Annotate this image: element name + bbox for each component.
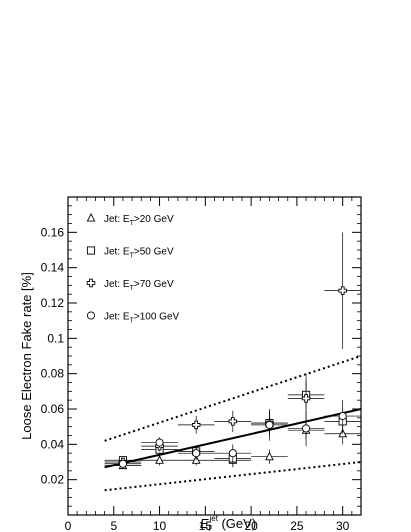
fit-line bbox=[104, 408, 362, 469]
fit-lines bbox=[104, 355, 362, 492]
circle-marker bbox=[155, 438, 164, 447]
plot-frame bbox=[67, 196, 362, 516]
legend-label-suffix: >100 GeV bbox=[134, 312, 180, 323]
y-tick-label: 0.08 bbox=[41, 367, 65, 381]
legend-label: Jet: ET>70 GeV bbox=[104, 279, 174, 292]
cross-marker bbox=[191, 420, 201, 430]
data-points bbox=[104, 232, 361, 470]
y-axis-title: Loose Electron Fake rate [%] bbox=[19, 272, 34, 440]
legend-label-sub: T bbox=[130, 220, 135, 227]
legend-item: Jet: ET>20 GeV bbox=[86, 212, 174, 227]
data-point bbox=[251, 409, 288, 441]
data-point bbox=[104, 459, 142, 468]
x-tick-label: 0 bbox=[65, 519, 72, 532]
y-tick-label: 0.06 bbox=[41, 402, 65, 416]
x-tick-label: 15 bbox=[199, 519, 213, 532]
band-line bbox=[104, 355, 362, 442]
tick-labels: 0 5 10 15 20 25 30 0.02 0.04 0.06 0.08 0.1 0.12 0.14 0… bbox=[41, 225, 350, 532]
legend-label-suffix: >70 GeV bbox=[134, 279, 174, 290]
legend-item: Jet: ET>70 GeV bbox=[86, 278, 174, 292]
circle-marker bbox=[228, 449, 237, 458]
legend-label-prefix: Jet: E bbox=[104, 247, 130, 258]
data-point bbox=[214, 410, 252, 432]
x-axis-title-sub: T bbox=[207, 524, 212, 532]
legend-label: Jet: ET>20 GeV bbox=[104, 214, 174, 227]
circle-marker bbox=[302, 424, 311, 433]
triangle-marker bbox=[265, 451, 274, 461]
data-point bbox=[177, 416, 215, 434]
data-point bbox=[141, 454, 178, 466]
data-point bbox=[141, 437, 178, 448]
triangle-marker bbox=[155, 455, 164, 464]
data-point bbox=[324, 232, 361, 349]
y-tick-label: 0.02 bbox=[41, 473, 65, 487]
y-tick-label: 0.1 bbox=[47, 331, 64, 345]
y-tick-label: 0.14 bbox=[41, 261, 65, 275]
x-tick-label: 10 bbox=[153, 519, 167, 532]
legend-label-suffix: >50 GeV bbox=[134, 247, 174, 258]
legend-label-prefix: Jet: E bbox=[104, 279, 130, 290]
data-point bbox=[324, 400, 361, 432]
data-point bbox=[251, 449, 288, 464]
legend-item: Jet: ET>50 GeV bbox=[86, 246, 174, 260]
cross-marker bbox=[86, 278, 96, 288]
x-tick-label: 30 bbox=[336, 519, 350, 532]
cross-marker bbox=[228, 417, 238, 426]
circle-marker bbox=[338, 412, 347, 421]
x-tick-label: 20 bbox=[244, 519, 258, 532]
y-tick-label: 0.12 bbox=[41, 296, 65, 310]
legend-label: Jet: ET>100 GeV bbox=[104, 312, 180, 325]
square-marker bbox=[86, 246, 96, 255]
x-axis-title-unit: (GeV) bbox=[218, 516, 256, 531]
x-axis-title-base: E bbox=[200, 516, 209, 531]
data-point bbox=[214, 444, 252, 462]
y-tick-label: 0.04 bbox=[41, 437, 65, 451]
legend-label-sub: T bbox=[130, 253, 135, 260]
triangle-marker bbox=[86, 212, 96, 222]
data-point bbox=[287, 410, 325, 447]
x-tick-label: 25 bbox=[290, 519, 304, 532]
y-tick-label: 0.16 bbox=[41, 225, 65, 239]
circle-marker bbox=[86, 311, 96, 320]
legend-label-sub: T bbox=[130, 318, 135, 325]
x-axis-title: Ejet T (GeV) bbox=[200, 514, 256, 532]
circle-marker bbox=[192, 449, 201, 458]
axis-ticks bbox=[67, 197, 362, 515]
data-point bbox=[177, 446, 215, 461]
legend-label: Jet: ET>50 GeV bbox=[104, 247, 174, 260]
x-axis-title-sup: jet bbox=[209, 514, 219, 523]
legend-label-prefix: Jet: E bbox=[104, 312, 130, 323]
legend-item: Jet: ET>100 GeV bbox=[86, 311, 180, 325]
circle-marker bbox=[265, 420, 274, 429]
legend-label-prefix: Jet: E bbox=[104, 214, 130, 225]
legend-label-suffix: >20 GeV bbox=[134, 214, 174, 225]
cross-marker bbox=[338, 286, 347, 295]
cross-marker bbox=[301, 394, 311, 403]
circle-marker bbox=[118, 459, 127, 468]
legend-label-sub: T bbox=[130, 285, 135, 292]
x-tick-label: 5 bbox=[110, 519, 117, 532]
